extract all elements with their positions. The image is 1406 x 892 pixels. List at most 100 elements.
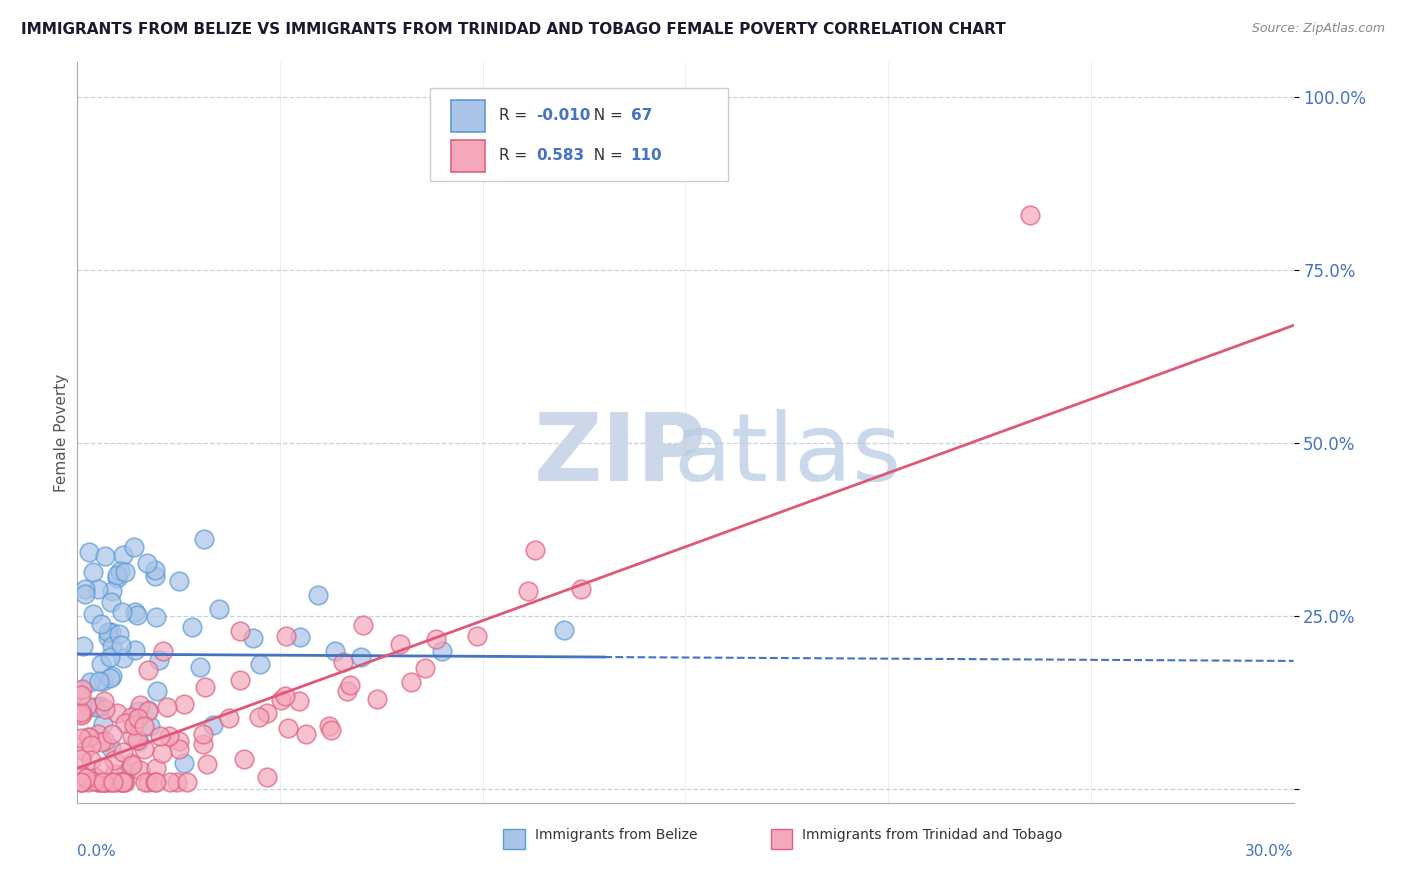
Point — [87, 582, 110, 596]
Point — [90, 657, 112, 671]
Point — [152, 747, 174, 761]
Text: -0.010: -0.010 — [536, 109, 591, 123]
Point — [70, 775, 93, 789]
Point — [100, 741, 122, 756]
Point — [149, 729, 172, 743]
Point — [98, 650, 121, 665]
Point — [517, 584, 540, 599]
Text: 110: 110 — [631, 148, 662, 163]
Point — [125, 732, 148, 747]
Bar — [451, 100, 485, 132]
Text: 67: 67 — [631, 109, 652, 123]
Text: Source: ZipAtlas.com: Source: ZipAtlas.com — [1251, 22, 1385, 36]
Point — [276, 629, 298, 643]
Point — [166, 775, 188, 789]
Point — [91, 759, 114, 773]
Bar — [451, 140, 485, 172]
Point — [132, 742, 155, 756]
Point — [100, 595, 122, 609]
Point — [103, 767, 125, 781]
Point — [132, 719, 155, 733]
Point — [136, 663, 159, 677]
Point — [97, 624, 120, 639]
Point — [122, 540, 145, 554]
Point — [350, 650, 373, 665]
Point — [120, 756, 142, 771]
Point — [94, 775, 117, 789]
Point — [229, 673, 252, 687]
Point — [124, 605, 146, 619]
Point — [115, 764, 138, 779]
Point — [90, 735, 112, 749]
Point — [129, 698, 152, 713]
Point — [169, 734, 191, 748]
Point — [569, 582, 592, 596]
Text: ZIP: ZIP — [533, 409, 706, 500]
Point — [143, 775, 166, 789]
Point — [167, 574, 190, 589]
Point — [91, 775, 114, 789]
Point — [156, 700, 179, 714]
Point — [290, 630, 312, 644]
Bar — [503, 829, 524, 849]
Point — [256, 706, 278, 721]
Point — [167, 741, 190, 756]
Text: 0.0%: 0.0% — [77, 844, 117, 858]
Point — [339, 678, 361, 692]
Point — [143, 564, 166, 578]
Point — [191, 737, 214, 751]
Point — [84, 770, 107, 784]
Point — [157, 729, 180, 743]
Point — [256, 770, 278, 784]
Point — [101, 583, 124, 598]
Point — [73, 744, 96, 758]
Point — [77, 731, 100, 745]
Point — [83, 773, 105, 788]
Point — [103, 753, 125, 767]
Point — [90, 616, 112, 631]
Point — [208, 602, 231, 616]
Point — [136, 703, 159, 717]
Point — [145, 684, 167, 698]
Point — [80, 738, 103, 752]
Point — [121, 757, 143, 772]
Point — [430, 643, 453, 657]
Point — [366, 692, 388, 706]
Point — [318, 719, 340, 733]
Point — [101, 726, 124, 740]
Point — [188, 660, 211, 674]
Point — [114, 565, 136, 579]
Point — [233, 752, 256, 766]
Point — [107, 568, 129, 582]
Point — [89, 674, 111, 689]
Text: R =: R = — [499, 148, 537, 163]
Point — [104, 775, 127, 789]
Point — [101, 639, 124, 653]
Point — [307, 588, 329, 602]
Point — [75, 587, 97, 601]
Point — [90, 775, 112, 789]
Point — [145, 775, 167, 789]
Point — [148, 653, 170, 667]
Point — [274, 689, 297, 703]
Point — [129, 764, 152, 778]
Text: N =: N = — [585, 109, 623, 123]
Point — [134, 775, 156, 789]
Text: atlas: atlas — [673, 409, 901, 500]
Point — [70, 705, 93, 719]
Point — [191, 727, 214, 741]
Point — [76, 730, 98, 744]
Point — [335, 683, 357, 698]
Text: R =: R = — [499, 109, 533, 123]
Point — [70, 775, 93, 789]
Point — [97, 775, 120, 789]
Point — [523, 542, 546, 557]
Point — [294, 726, 316, 740]
Point — [181, 620, 204, 634]
Point — [70, 681, 93, 696]
Point — [218, 711, 240, 725]
Y-axis label: Female Poverty: Female Poverty — [53, 374, 69, 491]
Point — [114, 715, 136, 730]
Point — [173, 756, 195, 771]
Point — [277, 721, 299, 735]
